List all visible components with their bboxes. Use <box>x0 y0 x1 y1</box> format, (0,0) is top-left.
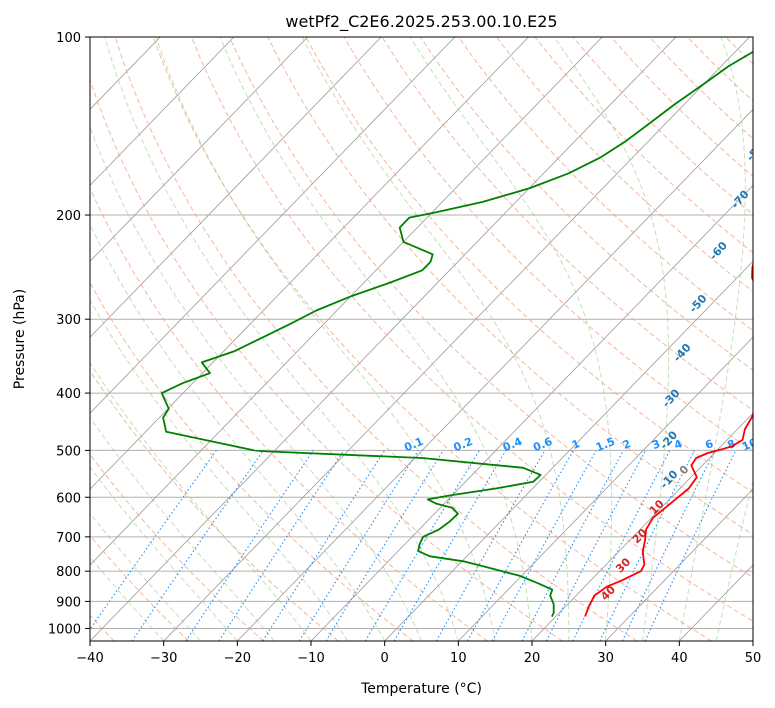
moist-adiabat-line <box>90 416 275 641</box>
y-axis-ticks: 100 200 300 400 500 600 700 800 900 1000 <box>48 31 90 637</box>
isotherm-line <box>605 488 753 641</box>
moist-adiabat-line <box>90 298 349 641</box>
isotherm-line <box>458 336 753 641</box>
mixing-ratio-line <box>435 450 546 641</box>
dry-adiabat-line <box>343 37 753 452</box>
dry-adiabat-line <box>190 37 753 622</box>
x-tick-label: −10 <box>297 651 324 666</box>
x-tick-label: 0 <box>381 651 389 666</box>
y-tick-label: 900 <box>56 595 81 610</box>
mixing-ratio-line <box>131 450 264 641</box>
mixing-ratio-line <box>185 450 314 641</box>
dry-adiabat-line <box>229 37 753 579</box>
moist-adiabat-line <box>409 37 613 641</box>
y-tick-label: 600 <box>56 491 81 506</box>
dry-adiabat-line <box>267 37 753 536</box>
mixing-ratio-label: 2 <box>621 437 633 452</box>
x-tick-label: 30 <box>597 651 614 666</box>
x-axis-ticks: −40 −30 −20 −10 0 10 20 30 40 50 <box>76 641 761 666</box>
moist-adiabat-line <box>90 556 165 641</box>
y-tick-label: 1000 <box>48 622 81 637</box>
isotherm-line <box>90 37 308 262</box>
mixing-ratio-line <box>218 450 345 641</box>
dewpoint-profile-line <box>160 50 753 617</box>
isotherm-line <box>90 37 603 566</box>
y-tick-label: 100 <box>56 31 81 46</box>
mixing-ratio-label: 3 <box>650 437 662 452</box>
mixing-ratio-label: 8 <box>725 437 737 452</box>
x-tick-label: −40 <box>76 651 103 666</box>
dry-adiabat-line <box>496 37 753 293</box>
moist-adiabat-line <box>90 512 201 641</box>
isotherm-line <box>531 412 753 641</box>
x-tick-label: 50 <box>745 651 762 666</box>
dry-adiabat-line <box>419 37 753 371</box>
mixing-ratio-line <box>599 450 695 641</box>
dry-adiabat-line <box>90 186 488 641</box>
mixing-ratio-line <box>491 450 597 641</box>
mixing-ratio-line <box>90 450 217 631</box>
y-tick-label: 800 <box>56 565 81 580</box>
moist-adiabat-line <box>301 37 570 641</box>
x-tick-label: −30 <box>150 651 177 666</box>
y-tick-label: 700 <box>56 531 81 546</box>
dry-adiabat-line <box>90 281 414 641</box>
x-tick-label: −20 <box>224 651 251 666</box>
moist-adiabats <box>90 37 753 641</box>
moist-adiabat-line <box>90 466 238 641</box>
x-tick-label: 20 <box>524 651 541 666</box>
isotherm-line <box>163 37 750 641</box>
y-tick-label: 400 <box>56 387 81 402</box>
mixing-ratio-line <box>572 450 671 641</box>
isotherm-line <box>90 37 456 414</box>
dry-adiabat-line <box>305 37 753 494</box>
y-tick-label: 500 <box>56 444 81 459</box>
isotherm-line <box>90 37 235 186</box>
mixing-ratio-line <box>467 450 574 641</box>
plot-area: -100-90-80-70-60-50-40-30-20-100.10.20.4… <box>90 37 767 641</box>
moist-adiabat-line <box>90 361 312 641</box>
moist-adiabat-line <box>90 125 422 641</box>
mixing-ratio-label: 1 <box>570 437 582 452</box>
isotherm-line <box>90 37 529 490</box>
skewed-isotherms <box>90 37 753 641</box>
moist-adiabat-line <box>715 478 753 641</box>
y-tick-label: 300 <box>56 313 81 328</box>
moist-adiabat-line <box>90 223 386 641</box>
mixing-ratio-line <box>325 450 444 641</box>
mixing-ratio-lines <box>90 450 737 641</box>
x-tick-label: 10 <box>450 651 467 666</box>
dry-adiabat-label: -80 <box>744 140 767 164</box>
dry-adiabat-line <box>90 534 190 641</box>
dry-adiabat-line <box>90 78 563 641</box>
moist-adiabat-line <box>104 37 459 641</box>
isobar-gridlines <box>90 37 753 629</box>
moist-adiabat-line <box>678 37 746 641</box>
chart-title: wetPf2_C2E6.2025.253.00.10.E25 <box>285 12 557 32</box>
moist-adiabat-line <box>553 37 670 641</box>
dry-adiabat-line <box>90 369 339 641</box>
isotherm-line <box>384 260 753 641</box>
isotherm-line <box>237 108 753 641</box>
moist-adiabat-line <box>155 37 496 641</box>
plot-frame <box>89 36 754 642</box>
isotherm-line <box>90 37 382 338</box>
dry-adiabat-line <box>114 37 638 641</box>
mixing-ratio-line <box>262 450 386 641</box>
moist-adiabat-line <box>219 37 533 641</box>
dry-adiabats <box>90 37 753 641</box>
sounding-profiles <box>160 50 753 617</box>
mixing-ratio-label: 10 <box>740 436 759 454</box>
y-tick-label: 200 <box>56 209 81 224</box>
x-axis-title: Temperature (°C) <box>360 681 482 697</box>
x-tick-label: 40 <box>671 651 688 666</box>
dry-adiabat-line <box>152 37 712 641</box>
y-axis-title: Pressure (hPa) <box>12 289 28 389</box>
temperature-profile-line <box>584 261 753 617</box>
